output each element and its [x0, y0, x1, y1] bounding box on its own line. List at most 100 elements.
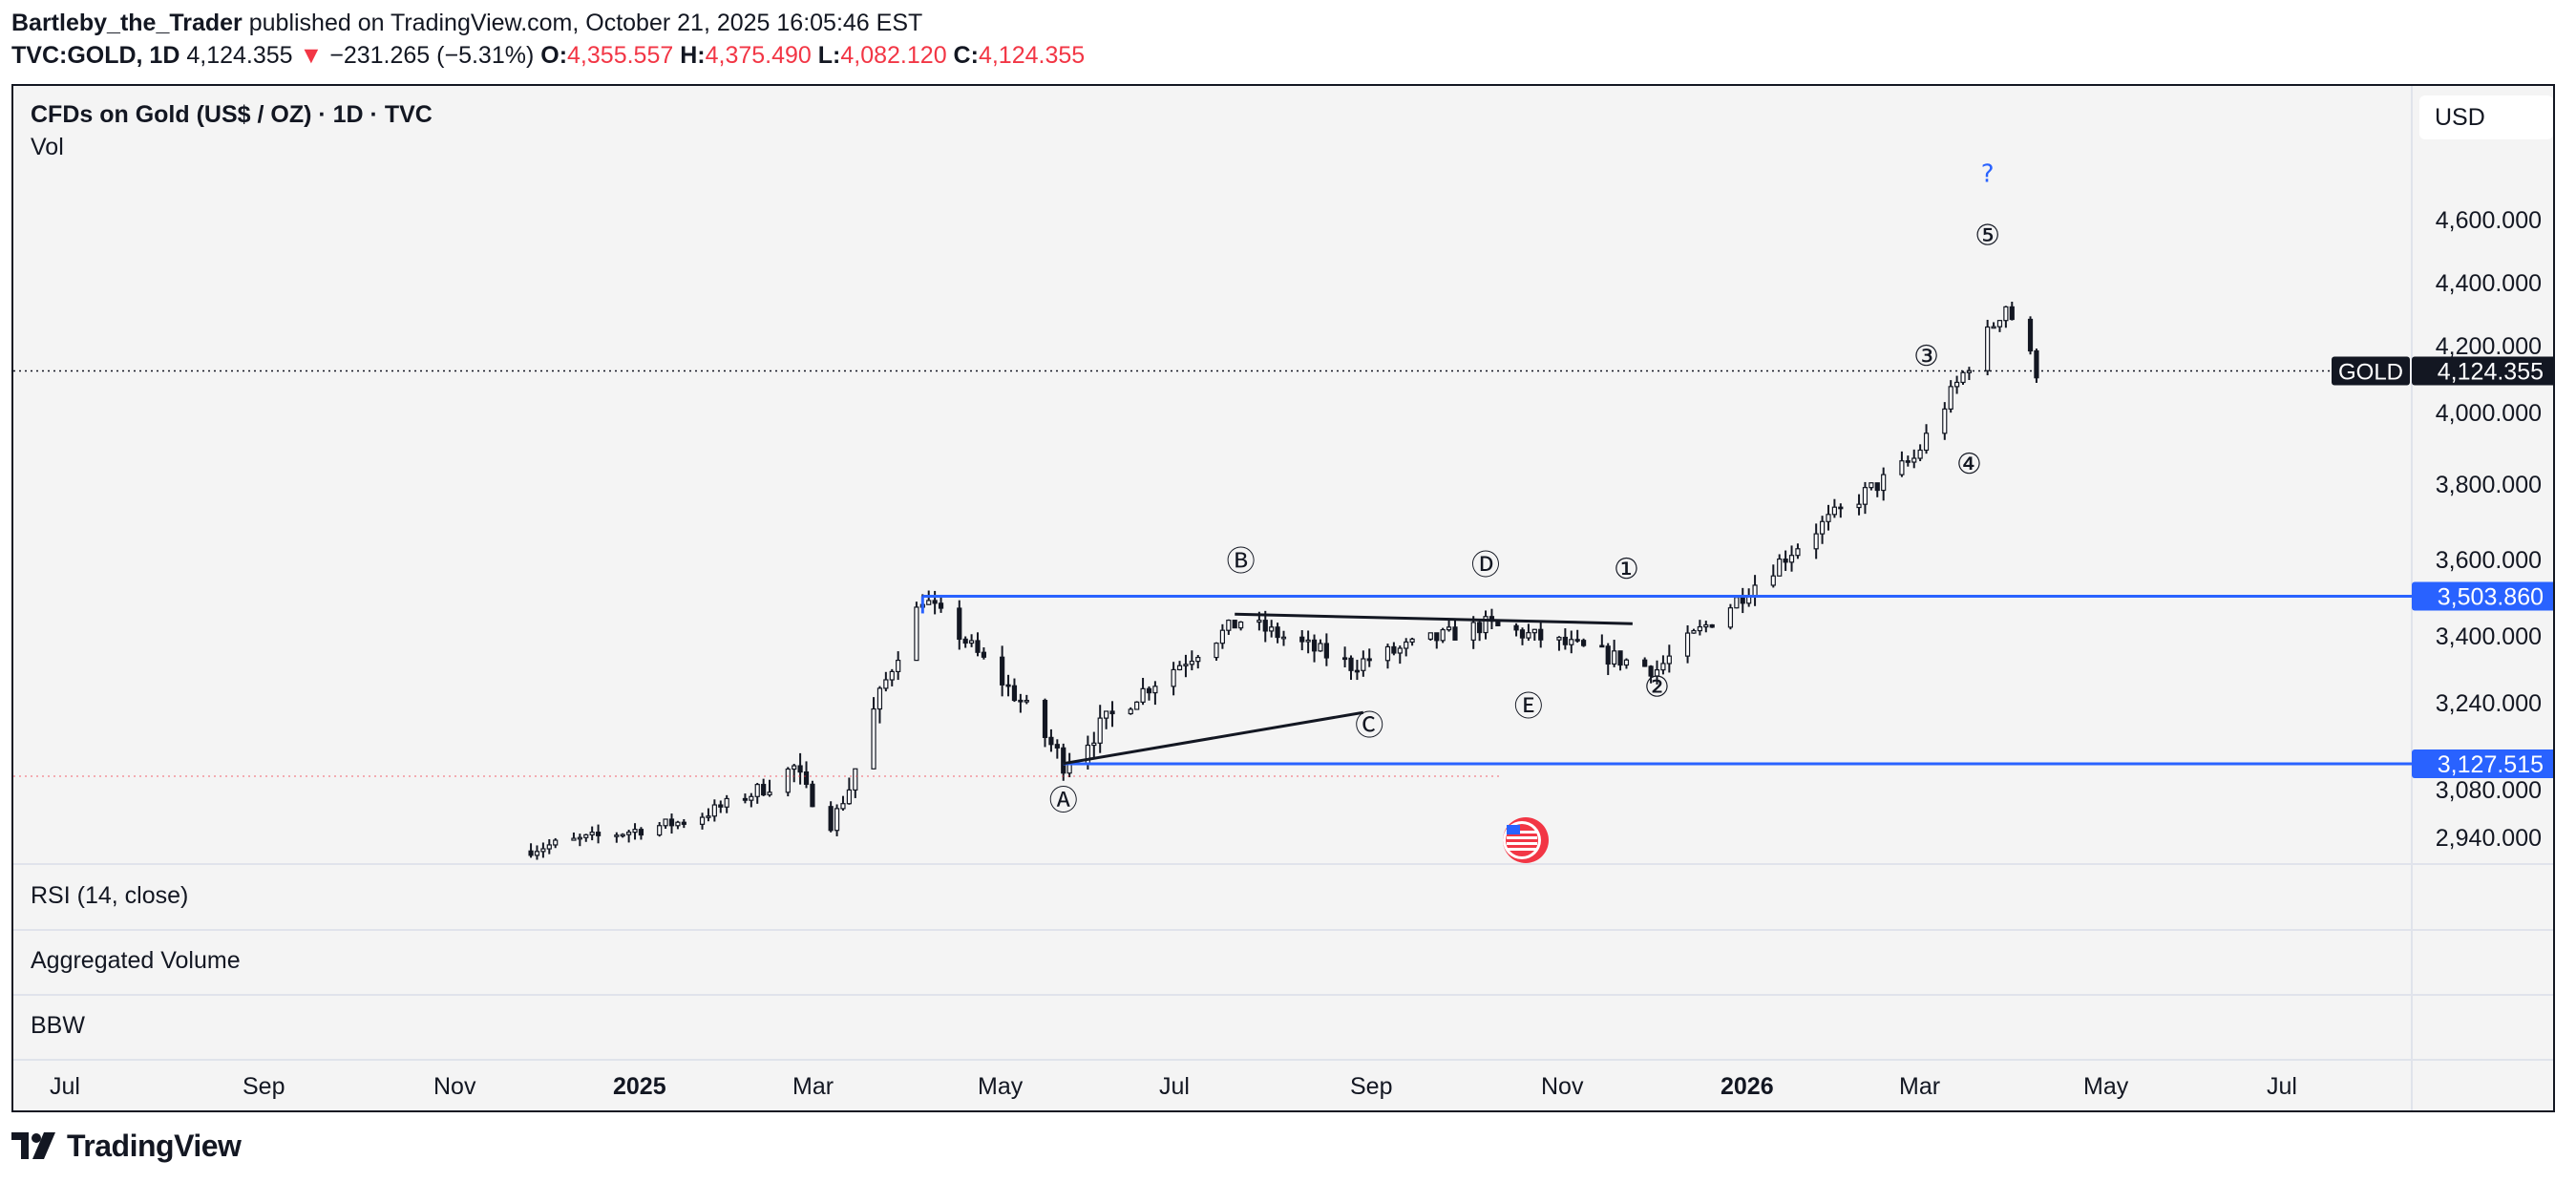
candle — [595, 824, 602, 844]
aggregated-volume-pane-label[interactable]: Aggregated Volume — [31, 947, 241, 974]
candle — [1831, 498, 1838, 518]
candle — [1538, 621, 1544, 648]
candle — [828, 801, 834, 833]
svg-text:3,127.515: 3,127.515 — [2438, 751, 2544, 778]
candle — [1404, 638, 1409, 657]
x-tick-label: May — [978, 1073, 1024, 1100]
candle — [932, 590, 938, 615]
candle — [1299, 630, 1305, 651]
candle — [803, 761, 810, 789]
x-tick-label: Nov — [1541, 1073, 1584, 1100]
candle — [1214, 642, 1219, 661]
candle — [626, 830, 632, 843]
candle — [1189, 650, 1194, 671]
tradingview-logo[interactable]: TradingView — [11, 1127, 242, 1165]
candle — [571, 832, 577, 841]
candle — [1269, 620, 1275, 638]
candle — [1109, 701, 1115, 728]
candle — [1366, 648, 1372, 667]
candle — [797, 752, 803, 785]
candle — [1783, 550, 1788, 571]
candle — [1526, 623, 1531, 642]
candle — [1623, 658, 1630, 669]
tradingview-logo-icon — [11, 1132, 55, 1159]
candle — [1556, 636, 1562, 651]
candle — [1024, 694, 1029, 705]
x-tick-label: Mar — [1899, 1073, 1940, 1100]
candle — [853, 768, 858, 798]
high-label: H: — [680, 42, 706, 69]
candle — [589, 826, 595, 841]
x-tick-label: 2025 — [613, 1073, 666, 1100]
candle — [553, 837, 559, 849]
candle — [1960, 370, 1966, 386]
candle — [1838, 503, 1844, 518]
candle — [699, 813, 706, 830]
candle — [1874, 482, 1880, 497]
candle — [1905, 455, 1911, 467]
candle — [749, 792, 754, 808]
low-value: 4,082.120 — [840, 42, 947, 69]
candle — [975, 632, 981, 657]
y-tick-label: 3,600.000 — [2436, 547, 2542, 574]
x-tick-label: Jul — [50, 1073, 80, 1100]
wave-label: Ⓓ — [1471, 549, 1500, 582]
chart-canvas[interactable]: 2,940.000 3,080.000 3,240.000 3,400.000 3,60… — [13, 86, 2555, 1112]
candle — [1666, 644, 1672, 673]
candle — [1953, 375, 1960, 394]
candle — [1311, 634, 1318, 663]
candle — [2034, 348, 2039, 383]
currency-button[interactable]: USD — [2419, 95, 2553, 139]
candle — [1452, 620, 1458, 641]
candle — [1171, 662, 1176, 696]
wave-label: Ⓑ — [1227, 545, 1256, 579]
wave-label: ① — [1614, 553, 1639, 586]
wave-label: ③ — [1913, 340, 1939, 373]
candle — [846, 777, 852, 805]
y-tick-label: 3,800.000 — [2436, 472, 2542, 498]
y-tick-label: 3,240.000 — [2436, 690, 2542, 717]
candle — [632, 823, 638, 840]
candle — [1104, 710, 1109, 729]
candle — [1140, 677, 1146, 706]
candle — [1152, 681, 1158, 706]
triangle-lower-trendline — [1063, 710, 1364, 766]
x-tick-label: 2026 — [1721, 1073, 1774, 1100]
candle — [706, 808, 711, 822]
candle — [1018, 693, 1024, 713]
candle — [1354, 660, 1361, 681]
chart-frame[interactable]: 2,940.000 3,080.000 3,240.000 3,400.000 3,60… — [11, 84, 2555, 1112]
candle — [711, 799, 717, 822]
candle — [1176, 661, 1183, 671]
x-tick-label: Sep — [243, 1073, 285, 1100]
candle — [1617, 650, 1623, 671]
candle — [1752, 575, 1758, 606]
candle — [1531, 628, 1537, 641]
candle — [840, 795, 846, 812]
volume-legend[interactable]: Vol — [31, 134, 64, 160]
last-price: 4,124.355 — [186, 42, 293, 69]
resistance-price-tag: 3,503.860 — [2412, 581, 2553, 610]
candle — [1275, 623, 1280, 644]
candle — [1996, 320, 2003, 332]
candle — [583, 834, 589, 842]
candle — [681, 818, 686, 829]
candle — [1048, 728, 1054, 752]
published-text: published on TradingView.com, October 21… — [242, 10, 923, 36]
candle — [1862, 481, 1869, 515]
y-tick-label: 2,940.000 — [2436, 825, 2542, 852]
wave-label: Ⓐ — [1049, 784, 1078, 817]
bbw-pane-label[interactable]: BBW — [31, 1012, 85, 1039]
candle — [938, 594, 944, 613]
candle — [1740, 587, 1745, 614]
open-label: O: — [540, 42, 568, 69]
candle — [1697, 620, 1702, 636]
candle — [1826, 504, 1831, 531]
support-price-tag: 3,127.515 — [2412, 749, 2553, 778]
candle — [1397, 645, 1403, 665]
candle — [1513, 623, 1519, 637]
chart-legend-title[interactable]: CFDs on Gold (US$ / OZ) · 1D · TVC — [31, 101, 433, 128]
author-name[interactable]: Bartleby_the_Trader — [11, 10, 243, 36]
economic-event-icon — [1503, 817, 1549, 863]
rsi-pane-label[interactable]: RSI (14, close) — [31, 882, 189, 909]
